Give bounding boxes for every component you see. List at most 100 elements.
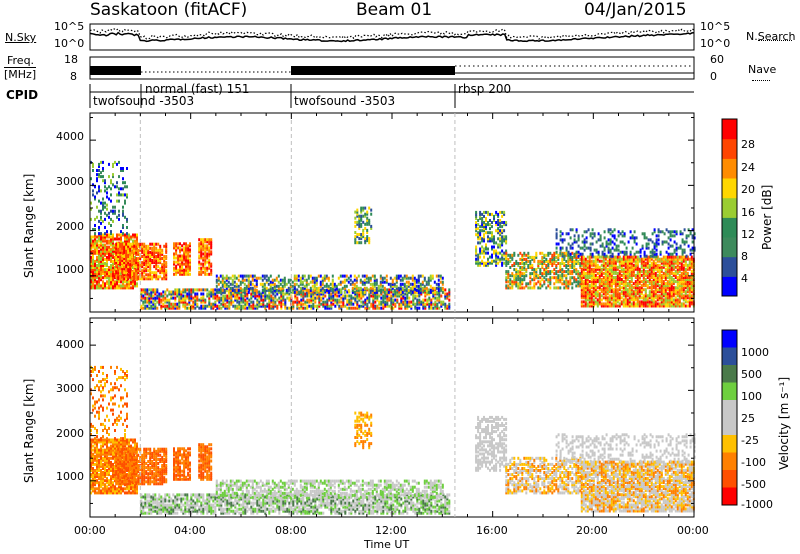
heatmap-cell <box>624 296 627 300</box>
heatmap-cell <box>690 265 693 269</box>
heatmap-cell <box>628 298 631 302</box>
heatmap-cell <box>567 257 570 261</box>
heatmap-cell <box>230 298 233 302</box>
heatmap-cell <box>163 263 166 267</box>
heatmap-cell <box>479 263 482 267</box>
heatmap-cell <box>638 294 641 298</box>
heatmap-cell <box>690 298 693 302</box>
heatmap-cell <box>580 271 583 275</box>
heatmap-cell <box>431 276 434 280</box>
heatmap-cell <box>678 284 681 288</box>
heatmap-cell <box>121 271 124 275</box>
heatmap-cell <box>533 278 536 282</box>
heatmap-cell <box>165 263 168 267</box>
heatmap-cell <box>115 267 118 271</box>
heatmap-cell <box>503 221 506 224</box>
heatmap-cell <box>586 296 589 300</box>
heatmap-cell <box>670 296 673 300</box>
heatmap-cell <box>337 282 340 286</box>
heatmap-cell <box>382 296 385 300</box>
heatmap-cell <box>276 292 279 296</box>
heatmap-cell <box>210 250 213 254</box>
heatmap-cell <box>360 214 363 218</box>
heatmap-cell <box>358 233 361 236</box>
heatmap-cell <box>676 292 679 296</box>
heatmap-cell <box>479 233 482 237</box>
heatmap-cell <box>172 292 175 296</box>
heatmap-cell <box>102 197 104 201</box>
heatmap-cell <box>614 269 617 273</box>
heatmap-cell <box>505 239 508 243</box>
heatmap-cell <box>612 257 615 261</box>
heatmap-cell <box>395 280 398 284</box>
heatmap-cell <box>586 298 589 302</box>
heatmap-cell <box>221 274 224 278</box>
heatmap-cell <box>589 246 592 250</box>
heatmap-cell <box>618 282 621 286</box>
heatmap-cell <box>597 250 600 254</box>
heatmap-cell <box>182 288 185 292</box>
heatmap-cell <box>339 280 342 284</box>
heatmap-cell <box>446 304 449 308</box>
heatmap-cell <box>302 290 305 294</box>
heatmap-cell <box>606 261 609 265</box>
heatmap-cell <box>499 223 502 227</box>
heatmap-cell <box>255 282 258 286</box>
heatmap-cell <box>438 294 441 298</box>
heatmap-cell <box>654 292 657 296</box>
heatmap-cell <box>425 286 428 290</box>
heatmap-cell <box>493 239 495 243</box>
heatmap-cell <box>604 302 607 306</box>
heatmap-cell <box>674 257 677 261</box>
heatmap-cell <box>217 282 220 286</box>
heatmap-cell <box>248 288 251 292</box>
heatmap-cell <box>485 210 487 214</box>
heatmap-cell <box>646 261 649 265</box>
heatmap-cell <box>244 306 247 310</box>
heatmap-cell <box>356 210 359 214</box>
heatmap-cell <box>642 276 645 279</box>
heatmap-cell <box>146 290 149 294</box>
heatmap-cell <box>304 288 307 292</box>
heatmap-cell <box>584 280 587 284</box>
heatmap-cell <box>642 261 645 265</box>
heatmap-cell <box>537 266 540 269</box>
heatmap-cell <box>326 290 329 294</box>
heatmap-cell <box>251 282 254 286</box>
heatmap-cell <box>513 264 516 267</box>
heatmap-cell <box>642 269 645 273</box>
heatmap-cell <box>122 187 124 191</box>
heatmap-cell <box>224 302 227 306</box>
heatmap-cell <box>505 249 508 253</box>
heatmap-cell <box>240 304 243 308</box>
heatmap-cell <box>489 231 491 235</box>
heatmap-cell <box>569 228 572 232</box>
heatmap-cell <box>190 294 193 298</box>
heatmap-cell <box>100 270 102 274</box>
heatmap-cell <box>90 249 92 253</box>
heatmap-cell <box>616 255 619 259</box>
heatmap-cell <box>121 259 124 262</box>
heatmap-cell <box>505 272 508 276</box>
heatmap-cell <box>157 259 160 262</box>
heatmap-cell <box>628 255 631 259</box>
heatmap-cell <box>177 246 180 250</box>
heatmap-cell <box>596 276 599 279</box>
heatmap-cell <box>672 265 675 269</box>
heatmap-cell <box>654 261 657 265</box>
heatmap-cell <box>670 284 673 288</box>
heatmap-cell <box>660 296 663 300</box>
heatmap-cell <box>567 280 570 284</box>
heatmap-cell <box>166 288 169 292</box>
heatmap-cell <box>531 264 534 267</box>
heatmap-cell <box>545 257 548 261</box>
heatmap-cell <box>401 286 404 290</box>
heatmap-cell <box>582 273 585 277</box>
heatmap-cell <box>577 238 580 242</box>
heatmap-cell <box>194 288 197 292</box>
heatmap-cell <box>594 284 597 288</box>
heatmap-cell <box>592 273 595 277</box>
heatmap-cell <box>309 286 312 290</box>
heatmap-cell <box>592 280 595 284</box>
heatmap-cell <box>579 278 582 282</box>
